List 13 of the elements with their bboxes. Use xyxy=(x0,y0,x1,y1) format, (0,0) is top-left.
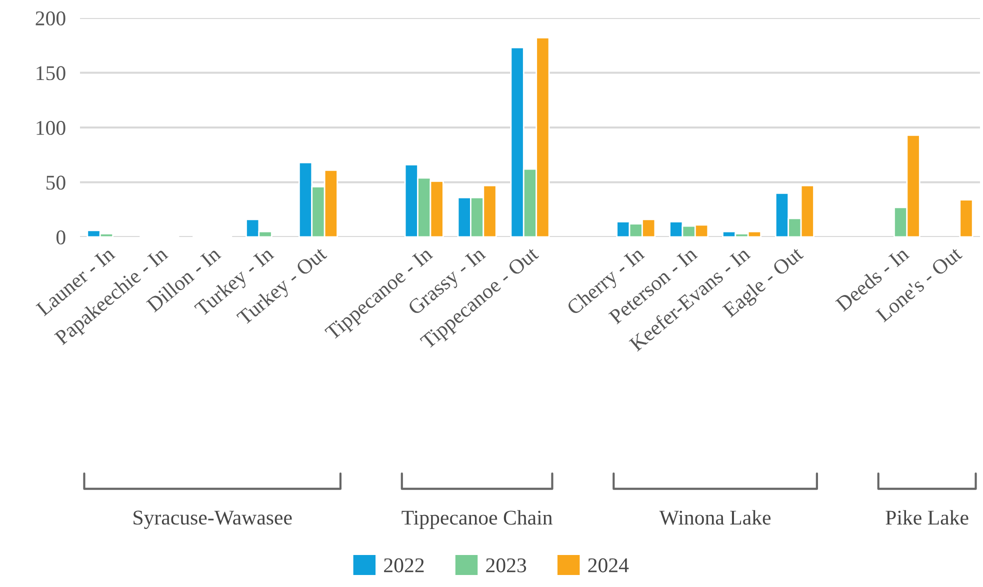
legend-label: 2024 xyxy=(588,558,629,572)
y-tick-label: 50 xyxy=(46,176,66,190)
text: Pike Lake xyxy=(886,510,968,525)
text: Winona Lake xyxy=(659,510,771,525)
y-tick-label: 0 xyxy=(56,230,66,244)
legend-label: 2023 xyxy=(486,558,526,572)
legend-label: 2022 xyxy=(384,558,424,572)
text: Tippecanoe Chain xyxy=(402,510,552,529)
y-tick-label: 100 xyxy=(36,120,66,135)
y-tick-label: 200 xyxy=(36,11,66,26)
bar xyxy=(959,199,974,237)
text: Syracuse-Wawasee xyxy=(134,510,292,529)
y-tick-label: 150 xyxy=(36,66,66,80)
